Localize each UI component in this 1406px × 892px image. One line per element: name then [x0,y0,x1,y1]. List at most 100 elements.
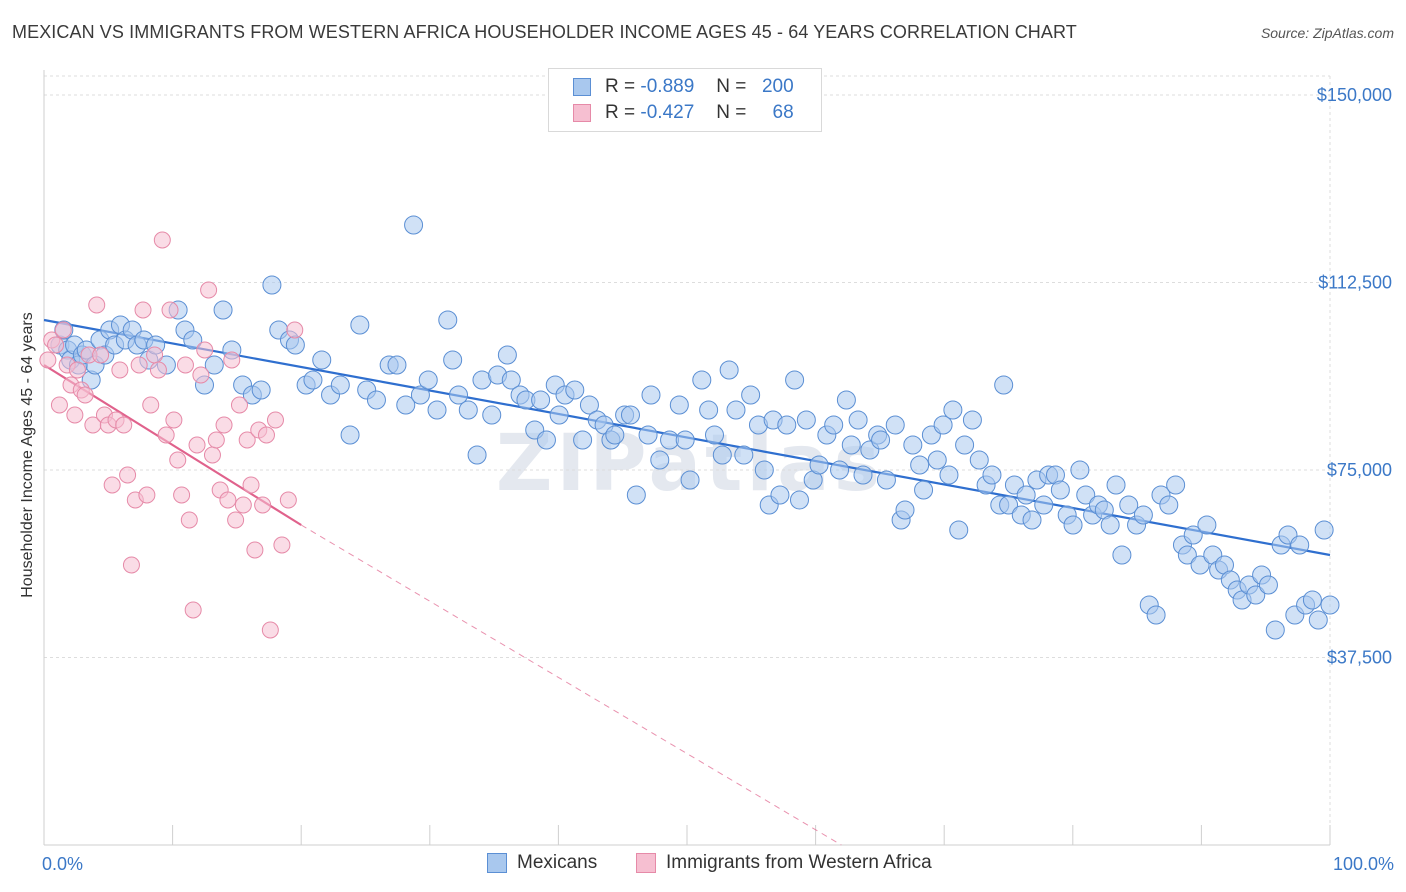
mexicans-point [1258,575,1278,595]
mexicans-point [885,415,905,435]
mexicans-point [1320,595,1340,615]
legend-item-mexicans: Mexicans [487,852,597,874]
western-africa-point [207,431,225,449]
chart-title: MEXICAN VS IMMIGRANTS FROM WESTERN AFRIC… [12,22,1077,42]
western-africa-point [92,346,110,364]
western-africa-point [111,361,129,379]
mexicans-point [719,360,739,380]
western-africa-point [146,346,164,364]
mexicans-point [387,355,407,375]
mexicans-point [183,330,203,350]
western-africa-point [149,361,167,379]
western-africa-point [180,511,198,529]
mexicans-point [410,385,430,405]
western-africa-point [153,231,171,249]
western-africa-point [176,356,194,374]
western-africa-point [47,336,65,354]
mexicans-point [910,455,930,475]
western-africa-point [273,536,291,554]
mexicans-point [626,485,646,505]
western-africa-point [76,386,94,404]
mexicans-point [1183,525,1203,545]
mexicans-point [1070,460,1090,480]
correlation-legend: R = -0.889 N = 200 R = -0.427 N = 68 [548,68,822,132]
western-africa-point [115,416,133,434]
mexicans-point [692,370,712,390]
mexicans-point [1314,520,1334,540]
x-tick-label: 0.0% [42,854,83,874]
mexicans-point [1308,610,1328,630]
western-africa-point [200,281,218,299]
mexicans-point [340,425,360,445]
western-africa-point [157,426,175,444]
mexicans-point [204,355,224,375]
western-africa-point [219,491,237,509]
mexicans-point [303,370,323,390]
y-tick-label: $75,000 [1327,460,1392,480]
western-africa-point [66,406,84,424]
mexicans-point [1146,605,1166,625]
mexicans-point [1106,475,1126,495]
mexicans-point [876,470,896,490]
mexicans-point [1197,515,1217,535]
western-africa-point [39,351,57,369]
western-africa-point [119,466,137,484]
mexicans-point [741,385,761,405]
mexicans-point [650,450,670,470]
mexicans-point [1159,495,1179,515]
western-africa-point [50,396,68,414]
mexicans-point [531,390,551,410]
western-africa-point [230,396,248,414]
legend-r-value: -0.889 [640,76,695,97]
mexicans-point [497,345,517,365]
western-africa-point [192,366,210,384]
western-africa-trend-extension [300,524,842,846]
mexicans-point [262,275,282,295]
mexicans-point [914,480,934,500]
mexicans-point [734,445,754,465]
source-label: Source: ZipAtlas.com [1260,25,1394,41]
mexicans-point [770,485,790,505]
legend-swatch-blue [487,853,507,873]
legend-swatch-pink [636,853,656,873]
legend-r-label: R = [605,102,636,123]
mexicans-point [669,395,689,415]
series-western-africa-points [39,231,304,639]
mexicans-point [1119,495,1139,515]
legend-row-mexicans: R = -0.889 N = 200 [573,75,794,99]
y-tick-label: $37,500 [1327,648,1392,668]
western-africa-point [215,416,233,434]
mexicans-point [680,470,700,490]
western-africa-point [161,301,179,319]
x-tick-labels: 0.0% 100.0% [42,854,1394,874]
y-tick-label: $150,000 [1317,85,1392,105]
western-africa-point [279,491,297,509]
mexicans-point [1050,480,1070,500]
legend-row-western-africa: R = -0.427 N = 68 [573,101,794,125]
mexicans-point [565,380,585,400]
western-africa-point [88,296,106,314]
mexicans-point [789,490,809,510]
mexicans-point [848,410,868,430]
western-africa-point [122,556,140,574]
mexicans-point [350,315,370,335]
axes [43,70,1331,846]
western-africa-point [223,351,241,369]
western-africa-point [130,356,148,374]
mexicans-point [251,380,271,400]
western-africa-point [234,496,252,514]
mexicans-point [1177,545,1197,565]
western-africa-point [203,446,221,464]
mexicans-point [1190,555,1210,575]
series-legend: Mexicans Immigrants from Western Africa [0,852,1406,876]
mexicans-point [939,465,959,485]
western-africa-point [266,411,284,429]
mexicans-point [1265,620,1285,640]
western-africa-point [261,621,279,639]
mexicans-point [933,415,953,435]
mexicans-point [467,445,487,465]
mexicans-point [675,430,695,450]
western-africa-point [184,601,202,619]
mexicans-point [955,435,975,455]
